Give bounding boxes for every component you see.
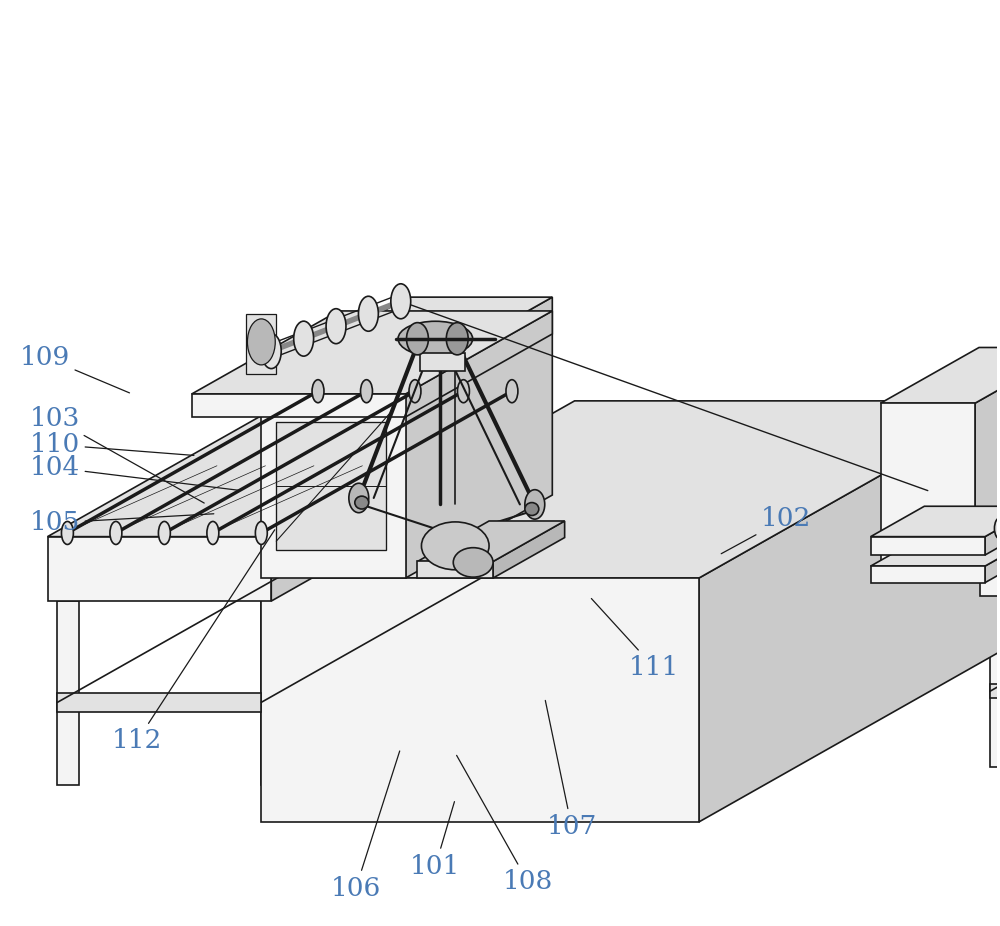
Polygon shape	[261, 578, 699, 822]
Polygon shape	[192, 394, 406, 417]
Text: 101: 101	[410, 802, 460, 879]
Polygon shape	[261, 401, 1000, 578]
Polygon shape	[276, 421, 386, 550]
Polygon shape	[980, 532, 1000, 596]
Polygon shape	[975, 347, 1000, 578]
Polygon shape	[417, 521, 565, 561]
Text: 102: 102	[721, 506, 812, 554]
Polygon shape	[420, 353, 465, 371]
Polygon shape	[261, 331, 494, 381]
Polygon shape	[512, 459, 534, 644]
Ellipse shape	[358, 296, 378, 332]
Polygon shape	[246, 314, 276, 374]
Polygon shape	[990, 596, 1000, 767]
Ellipse shape	[446, 322, 468, 355]
Ellipse shape	[994, 518, 1000, 539]
Ellipse shape	[398, 321, 473, 357]
Polygon shape	[48, 394, 522, 537]
Ellipse shape	[349, 483, 369, 513]
Text: 109: 109	[19, 344, 129, 393]
Text: 105: 105	[29, 510, 214, 535]
Polygon shape	[192, 311, 552, 394]
Ellipse shape	[247, 319, 275, 365]
Polygon shape	[871, 507, 1000, 537]
Ellipse shape	[261, 333, 281, 369]
Polygon shape	[881, 347, 1000, 403]
Polygon shape	[985, 510, 1000, 582]
Polygon shape	[57, 601, 79, 785]
Ellipse shape	[453, 547, 493, 577]
Ellipse shape	[294, 321, 314, 357]
Polygon shape	[871, 566, 985, 582]
Text: 112: 112	[112, 530, 275, 754]
Text: 103: 103	[29, 407, 204, 503]
Polygon shape	[493, 521, 565, 578]
Ellipse shape	[421, 522, 489, 569]
Polygon shape	[980, 420, 1000, 532]
Polygon shape	[308, 459, 330, 644]
Ellipse shape	[110, 521, 122, 544]
Polygon shape	[871, 537, 985, 555]
Polygon shape	[261, 381, 406, 578]
Polygon shape	[985, 507, 1000, 555]
Ellipse shape	[158, 521, 170, 544]
Ellipse shape	[312, 380, 324, 403]
Polygon shape	[990, 684, 1000, 697]
Polygon shape	[261, 297, 552, 381]
Polygon shape	[57, 694, 261, 711]
Ellipse shape	[457, 380, 469, 403]
Ellipse shape	[255, 521, 267, 544]
Text: 111: 111	[591, 598, 679, 680]
Polygon shape	[417, 561, 493, 578]
Polygon shape	[261, 601, 283, 785]
Text: 104: 104	[29, 455, 239, 490]
Polygon shape	[699, 401, 1000, 822]
Polygon shape	[871, 510, 1000, 566]
Polygon shape	[48, 537, 271, 601]
Polygon shape	[406, 297, 552, 578]
Circle shape	[355, 496, 369, 509]
Text: 106: 106	[331, 751, 400, 901]
Text: 110: 110	[29, 432, 194, 457]
Ellipse shape	[361, 380, 372, 403]
Text: 107: 107	[545, 700, 597, 839]
Ellipse shape	[409, 380, 421, 403]
Circle shape	[525, 503, 539, 516]
Ellipse shape	[61, 521, 73, 544]
Ellipse shape	[525, 490, 545, 519]
Ellipse shape	[391, 283, 411, 319]
Ellipse shape	[506, 380, 518, 403]
Polygon shape	[271, 394, 522, 601]
Polygon shape	[406, 311, 552, 417]
Ellipse shape	[326, 308, 346, 344]
Ellipse shape	[407, 322, 428, 355]
Ellipse shape	[207, 521, 219, 544]
Text: 108: 108	[457, 756, 553, 895]
Polygon shape	[881, 403, 975, 578]
